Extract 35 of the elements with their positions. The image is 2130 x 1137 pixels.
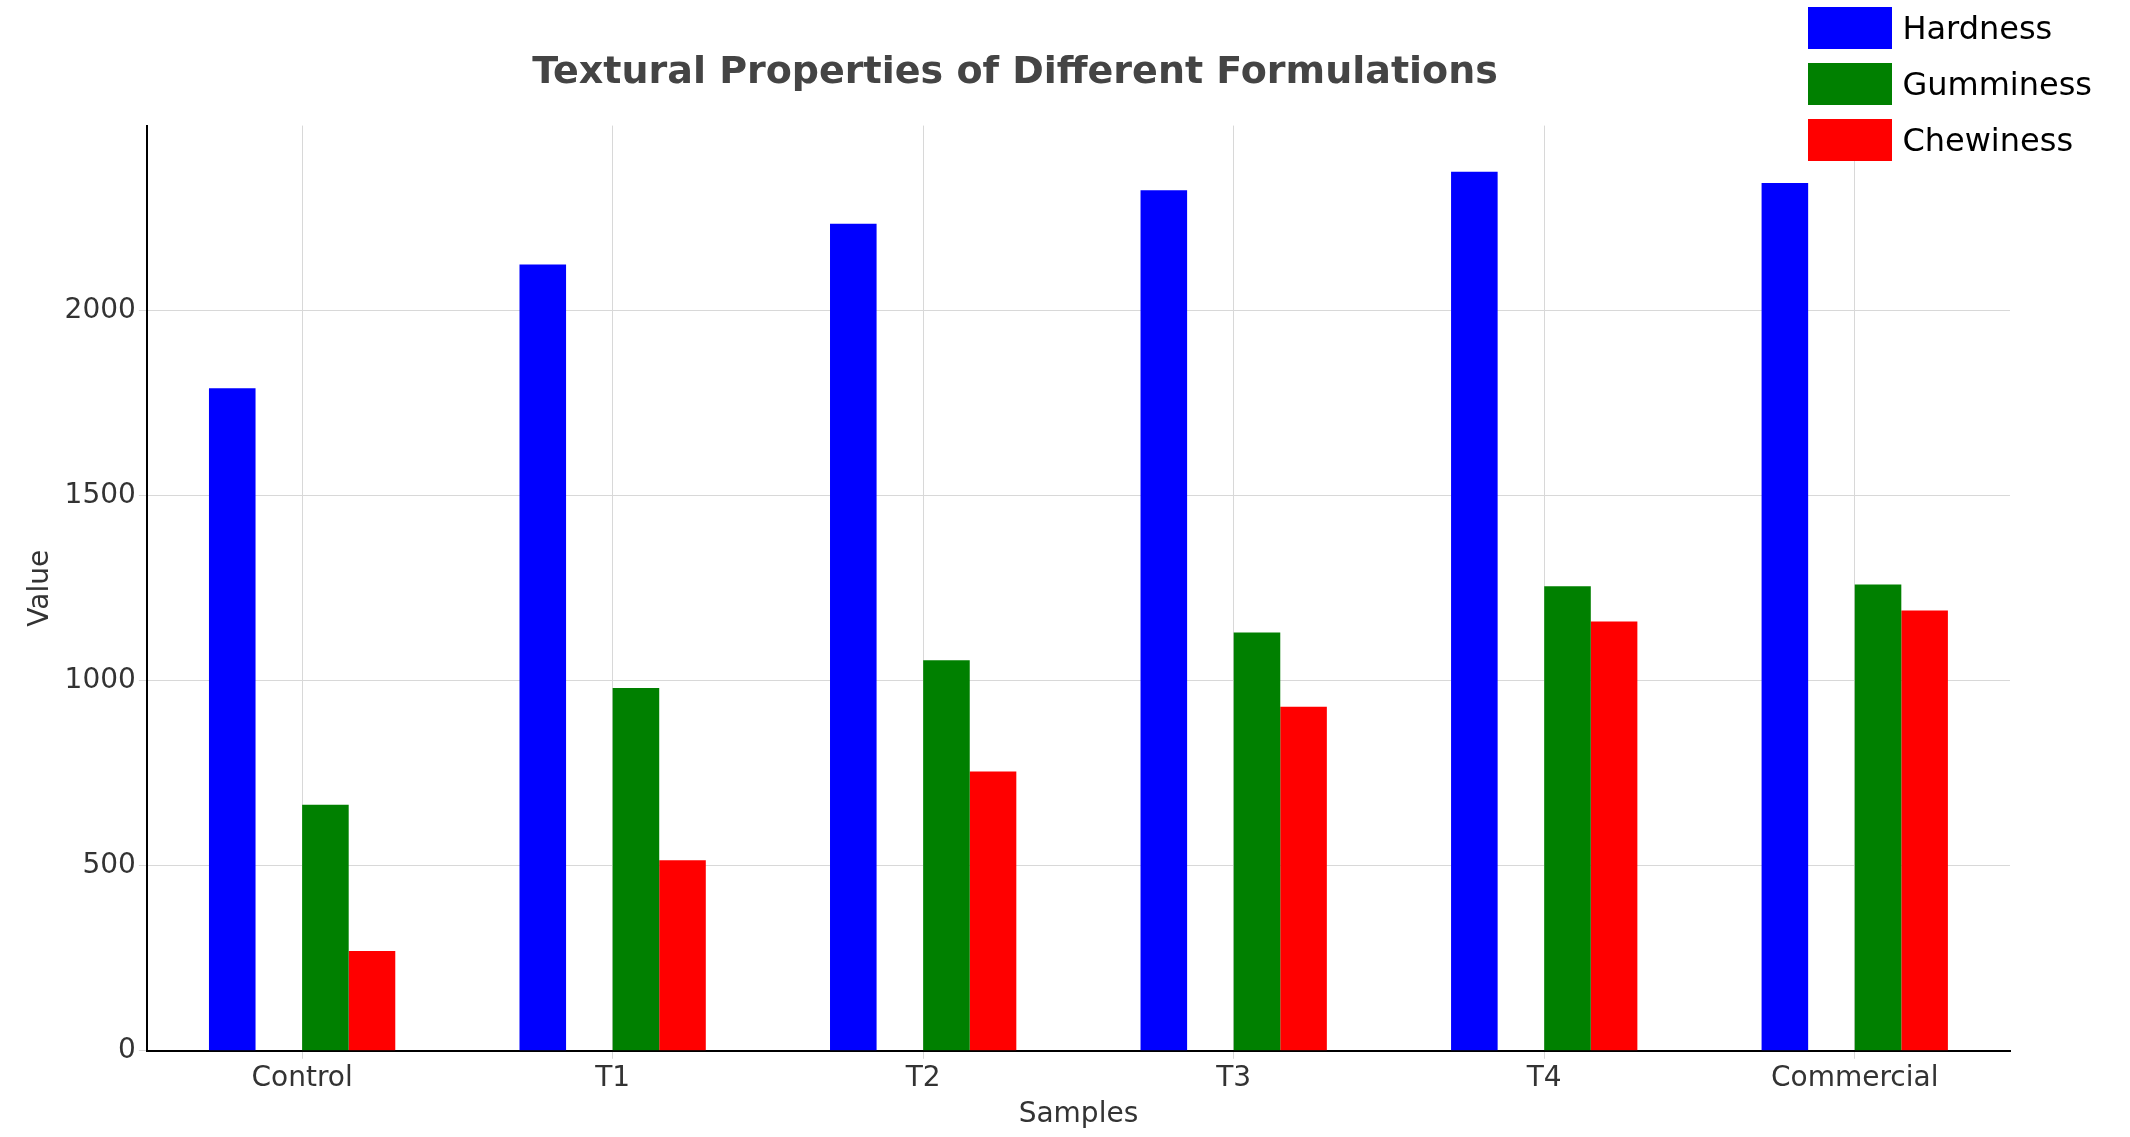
x-tick-label: T1 bbox=[594, 1059, 631, 1093]
chart-title: Textural Properties of Different Formulations bbox=[532, 47, 1498, 92]
bar bbox=[208, 388, 256, 1051]
bar bbox=[348, 950, 396, 1051]
legend-label: Chewiness bbox=[1902, 121, 2074, 159]
legend-label: Gumminess bbox=[1902, 65, 2092, 103]
x-tick-label: T3 bbox=[1215, 1059, 1252, 1093]
bar bbox=[1761, 182, 1809, 1051]
bar bbox=[612, 688, 660, 1051]
x-tick-label: T4 bbox=[1525, 1059, 1562, 1093]
legend-label: Hardness bbox=[1902, 9, 2053, 47]
x-axis-title: Samples bbox=[1018, 1096, 1139, 1130]
bar bbox=[1544, 586, 1591, 1051]
bar bbox=[923, 660, 970, 1051]
bar bbox=[659, 860, 706, 1051]
x-tick-label: T2 bbox=[904, 1059, 941, 1093]
y-tick-label: 0 bbox=[118, 1032, 136, 1066]
y-tick-label: 2000 bbox=[64, 291, 136, 325]
y-axis-title: Value bbox=[22, 549, 56, 627]
bar bbox=[302, 804, 349, 1051]
bar bbox=[1901, 610, 1948, 1051]
y-tick-label: 1500 bbox=[64, 476, 136, 510]
bar bbox=[1854, 584, 1902, 1051]
bar bbox=[969, 771, 1017, 1051]
y-tick-label: 500 bbox=[82, 847, 136, 881]
bar bbox=[830, 223, 877, 1051]
y-tick-label: 1000 bbox=[64, 662, 136, 695]
bar bbox=[1590, 621, 1638, 1051]
x-tick-label: Control bbox=[251, 1059, 353, 1093]
x-tick-label: Commercial bbox=[1771, 1059, 1939, 1093]
bar bbox=[519, 264, 567, 1051]
bar bbox=[1451, 171, 1498, 1051]
bar bbox=[1140, 190, 1188, 1051]
bar bbox=[1233, 632, 1281, 1051]
bar bbox=[1280, 706, 1327, 1051]
